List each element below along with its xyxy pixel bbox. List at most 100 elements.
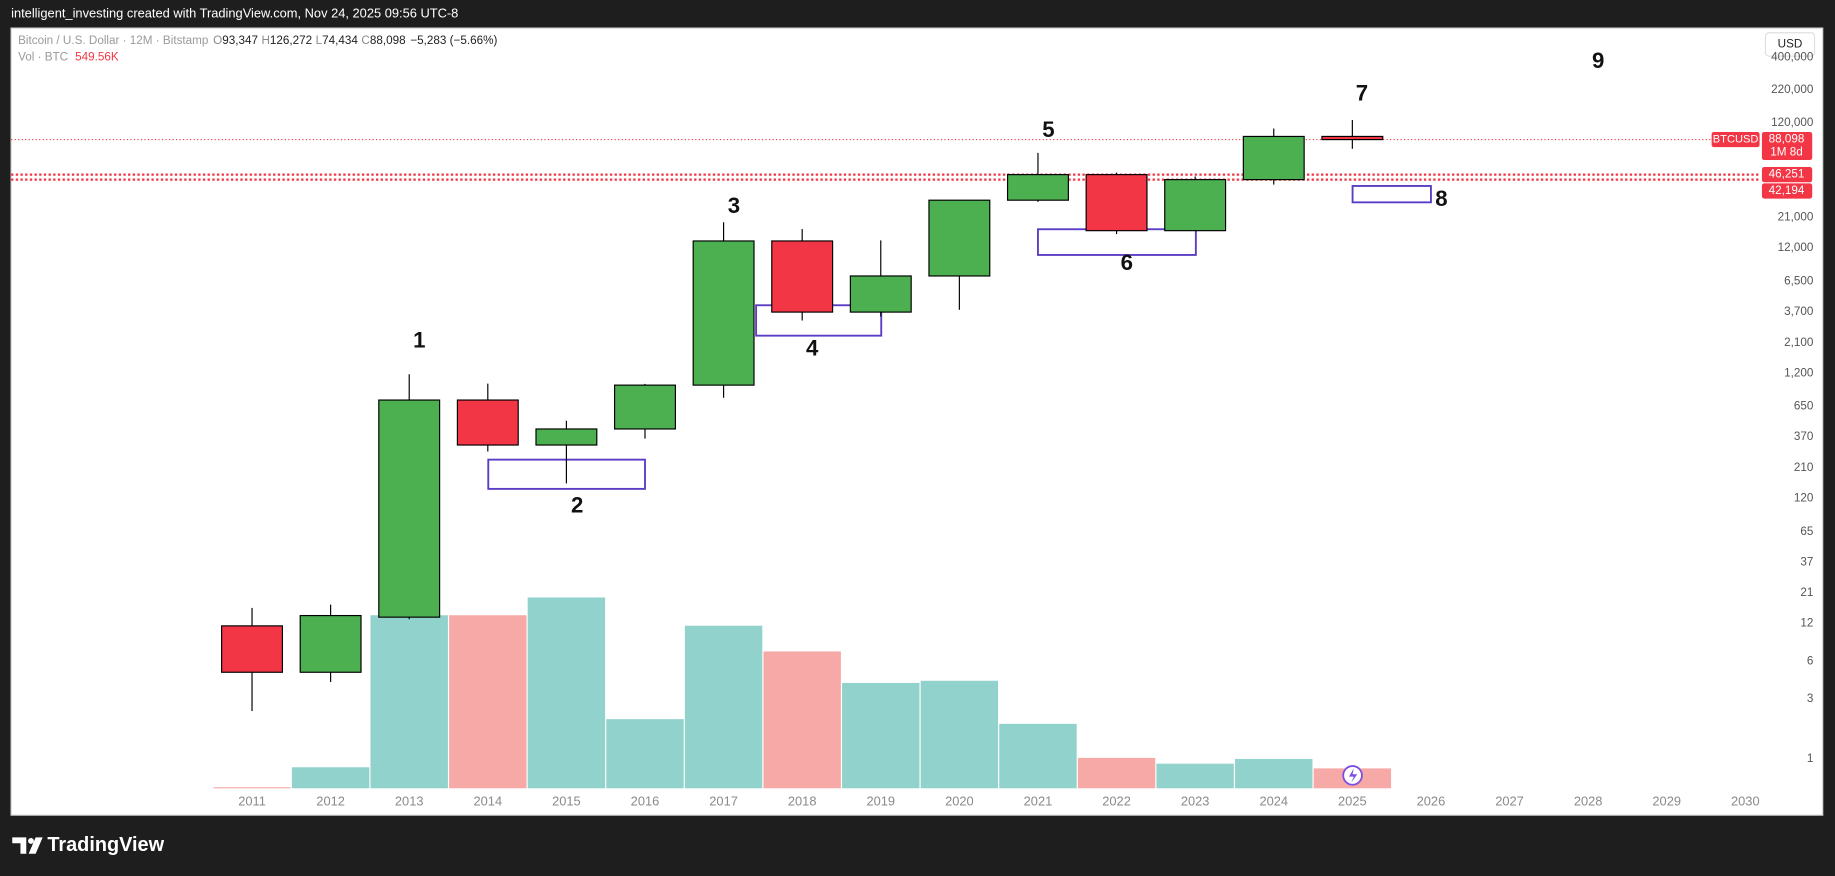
x-tick-label: 2012 — [316, 794, 345, 809]
candle-body — [849, 275, 912, 313]
volume-legend: Vol · BTC 549.56K — [18, 50, 119, 63]
annotation-box — [1351, 185, 1432, 204]
y-tick-label: 370 — [1794, 430, 1814, 443]
legend-key: L — [316, 34, 323, 47]
price-tag — [1761, 167, 1813, 183]
y-tick-label: 6,500 — [1784, 274, 1814, 287]
legend-key: O — [213, 34, 222, 47]
annotation: 2 — [571, 492, 583, 517]
candle-body — [378, 399, 441, 618]
legend-key: C — [361, 34, 369, 47]
x-tick-label: 2024 — [1259, 794, 1288, 809]
x-tick-label: 2022 — [1102, 794, 1131, 809]
volume-name: Vol · BTC — [18, 50, 68, 63]
legend-value: 88,098 — [370, 34, 406, 47]
annotation: 6 — [1121, 250, 1133, 275]
brand-logo: TradingView — [12, 834, 165, 856]
legend-title: Bitcoin / U.S. Dollar · 12M · Bitstamp — [18, 34, 209, 47]
volume-value: 549.56K — [75, 50, 119, 63]
y-tick-label: 120,000 — [1771, 116, 1814, 129]
credit: intelligent_investing created with Tradi… — [11, 5, 458, 20]
legend: Bitcoin / U.S. Dollar · 12M · Bitstamp O9… — [18, 34, 497, 47]
x-tick-label: 2011 — [238, 794, 266, 809]
volume-bar — [1235, 758, 1313, 789]
volume-bar — [920, 680, 999, 789]
annotation: 7 — [1356, 81, 1368, 106]
candles — [221, 120, 1384, 712]
y-tick-label: 220,000 — [1771, 83, 1814, 96]
y-tick-label: 21,000 — [1778, 211, 1814, 224]
candle-body — [1085, 174, 1148, 232]
y-tick-label: 120 — [1794, 491, 1814, 504]
candle-body — [613, 384, 676, 430]
x-tick-label: 2018 — [788, 794, 817, 809]
candle-body — [771, 240, 834, 313]
labels: Bitcoin / U.S. Dollar · 12M · Bitstamp O9… — [18, 34, 1814, 809]
candle-body — [692, 240, 755, 386]
logo-mark — [28, 837, 43, 854]
volume-bar — [213, 787, 291, 789]
candle-body — [928, 199, 991, 277]
x-tick-label: 2026 — [1417, 794, 1446, 809]
y-tick-label: 400,000 — [1771, 50, 1814, 63]
annotation: 3 — [728, 193, 740, 218]
y-tick-label: 37 — [1800, 555, 1813, 568]
y-tick-label: 1 — [1807, 752, 1814, 765]
candle-body — [1321, 135, 1384, 141]
annotation: 9 — [1592, 48, 1604, 73]
logo-mark — [28, 837, 34, 844]
candle-body — [535, 428, 598, 446]
currency-button[interactable] — [1764, 32, 1816, 57]
price-tag — [1761, 183, 1813, 199]
x-tick-label: 2017 — [709, 794, 738, 809]
price-tag-label: 88,098 — [1769, 133, 1805, 146]
y-tick-label: 3,700 — [1784, 305, 1814, 318]
price-tag — [1761, 131, 1813, 161]
candle-body — [299, 614, 362, 673]
x-tick-label: 2025 — [1338, 794, 1367, 809]
candle-body — [1242, 135, 1305, 181]
volume-bar — [684, 625, 763, 789]
y-tick-label: 12,000 — [1778, 241, 1814, 254]
x-tick-label: 2016 — [631, 794, 660, 809]
annotation: 1 — [413, 327, 425, 352]
price-tag-label: 42,194 — [1769, 184, 1805, 197]
candle-body — [1164, 179, 1227, 232]
annotation: 5 — [1042, 117, 1054, 142]
legend-change: −5,283 (−5.66%) — [410, 34, 497, 47]
price-tag-label: 46,251 — [1769, 168, 1805, 181]
legend-key: H — [261, 34, 269, 47]
candle-body — [1006, 174, 1069, 201]
x-tick-label: 2021 — [1024, 794, 1053, 809]
y-tick-label: 210 — [1794, 461, 1814, 474]
price-tag-countdown: 1M 8d — [1770, 146, 1802, 159]
candle-body — [456, 399, 519, 446]
volume-bar — [449, 615, 527, 789]
x-tick-label: 2029 — [1652, 794, 1681, 809]
volume-bar — [370, 615, 448, 789]
annotation: 4 — [806, 336, 819, 361]
brand: TradingView — [47, 834, 164, 856]
x-tick-label: 2014 — [473, 794, 502, 809]
x-tick-label: 2028 — [1574, 794, 1603, 809]
x-tick-label: 2013 — [395, 794, 424, 809]
legend-value: 74,434 — [322, 34, 358, 47]
volume-bar — [763, 651, 841, 789]
y-tick-label: 1,200 — [1784, 366, 1814, 379]
annotation: 8 — [1435, 186, 1447, 211]
volume-bar — [1077, 757, 1156, 789]
y-tick-label: 12 — [1800, 617, 1813, 630]
currency: USD — [1778, 38, 1803, 51]
y-tick-label: 65 — [1800, 525, 1814, 538]
price-lines — [11, 138, 1760, 181]
symbol-tag — [1711, 131, 1760, 148]
legend-value: 93,347 — [222, 34, 258, 47]
volume-bar — [527, 597, 606, 789]
symbol-tag-label: BTCUSD — [1713, 134, 1759, 146]
y-tick-label: 3 — [1807, 692, 1814, 705]
x-tick-label: 2020 — [945, 794, 974, 809]
volume-bar — [1156, 763, 1234, 789]
volume-layer — [213, 597, 1392, 789]
